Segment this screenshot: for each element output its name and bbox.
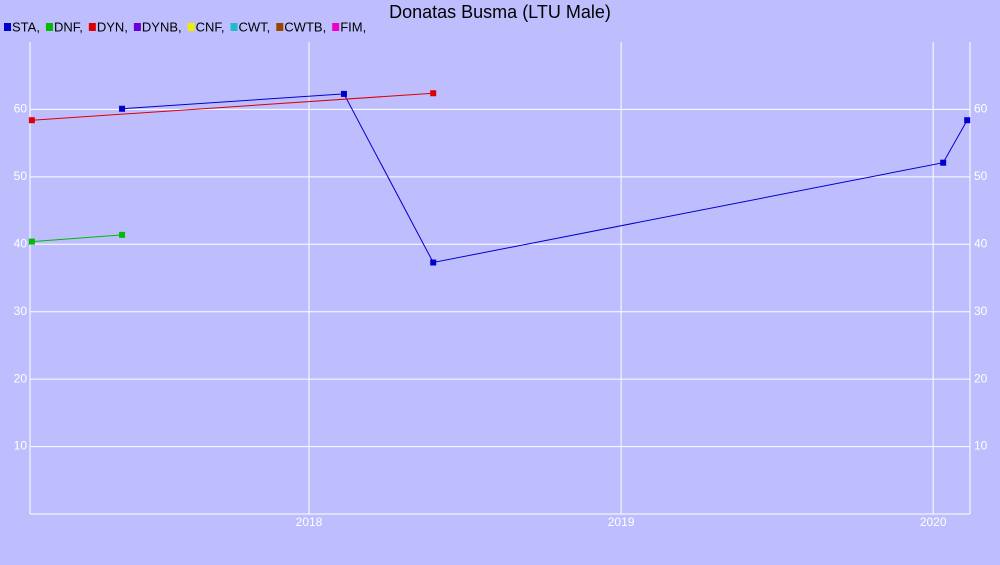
- y-tick-label: 30: [14, 304, 28, 318]
- data-point: [430, 259, 437, 266]
- series-line: [31, 234, 123, 243]
- legend-label: CWTB,: [284, 19, 326, 34]
- legend-swatch: [88, 23, 96, 31]
- legend-swatch: [187, 23, 195, 31]
- y2-tick-label: 30: [974, 304, 988, 318]
- data-point: [119, 105, 126, 112]
- legend-label: CNF,: [196, 19, 225, 34]
- y-tick-label: 50: [14, 169, 28, 183]
- y-tick-label: 10: [14, 439, 28, 453]
- x-tick-label: 2019: [608, 515, 635, 529]
- data-point: [119, 231, 126, 238]
- y2-tick-label: 20: [974, 371, 988, 385]
- legend-label: CWT,: [239, 19, 271, 34]
- legend-swatch: [332, 23, 340, 31]
- y2-tick-label: 50: [974, 169, 988, 183]
- y-tick-label: 20: [14, 371, 28, 385]
- chart-title: Donatas Busma (LTU Male): [389, 2, 611, 22]
- legend-label: DNF,: [54, 19, 83, 34]
- legend-label: FIM,: [340, 19, 366, 34]
- data-point: [340, 90, 347, 97]
- y2-tick-label: 60: [974, 102, 988, 116]
- legend-label: STA,: [12, 19, 40, 34]
- series-line: [31, 92, 434, 121]
- y2-tick-label: 40: [974, 236, 988, 250]
- y-tick-label: 60: [14, 102, 28, 116]
- legend-swatch: [276, 23, 284, 31]
- legend-swatch: [230, 23, 238, 31]
- y-tick-label: 40: [14, 236, 28, 250]
- legend-swatch: [133, 23, 141, 31]
- x-tick-label: 2020: [920, 515, 947, 529]
- legend-swatch: [4, 23, 11, 31]
- legend-swatch: [45, 23, 53, 31]
- legend-label: DYN,: [97, 19, 128, 34]
- data-point: [940, 159, 947, 166]
- data-point: [28, 117, 35, 124]
- data-point: [28, 238, 35, 245]
- legend-label: DYNB,: [142, 19, 182, 34]
- x-tick-label: 2018: [296, 515, 323, 529]
- data-point: [964, 117, 971, 124]
- y2-tick-label: 10: [974, 439, 988, 453]
- data-point: [430, 90, 437, 97]
